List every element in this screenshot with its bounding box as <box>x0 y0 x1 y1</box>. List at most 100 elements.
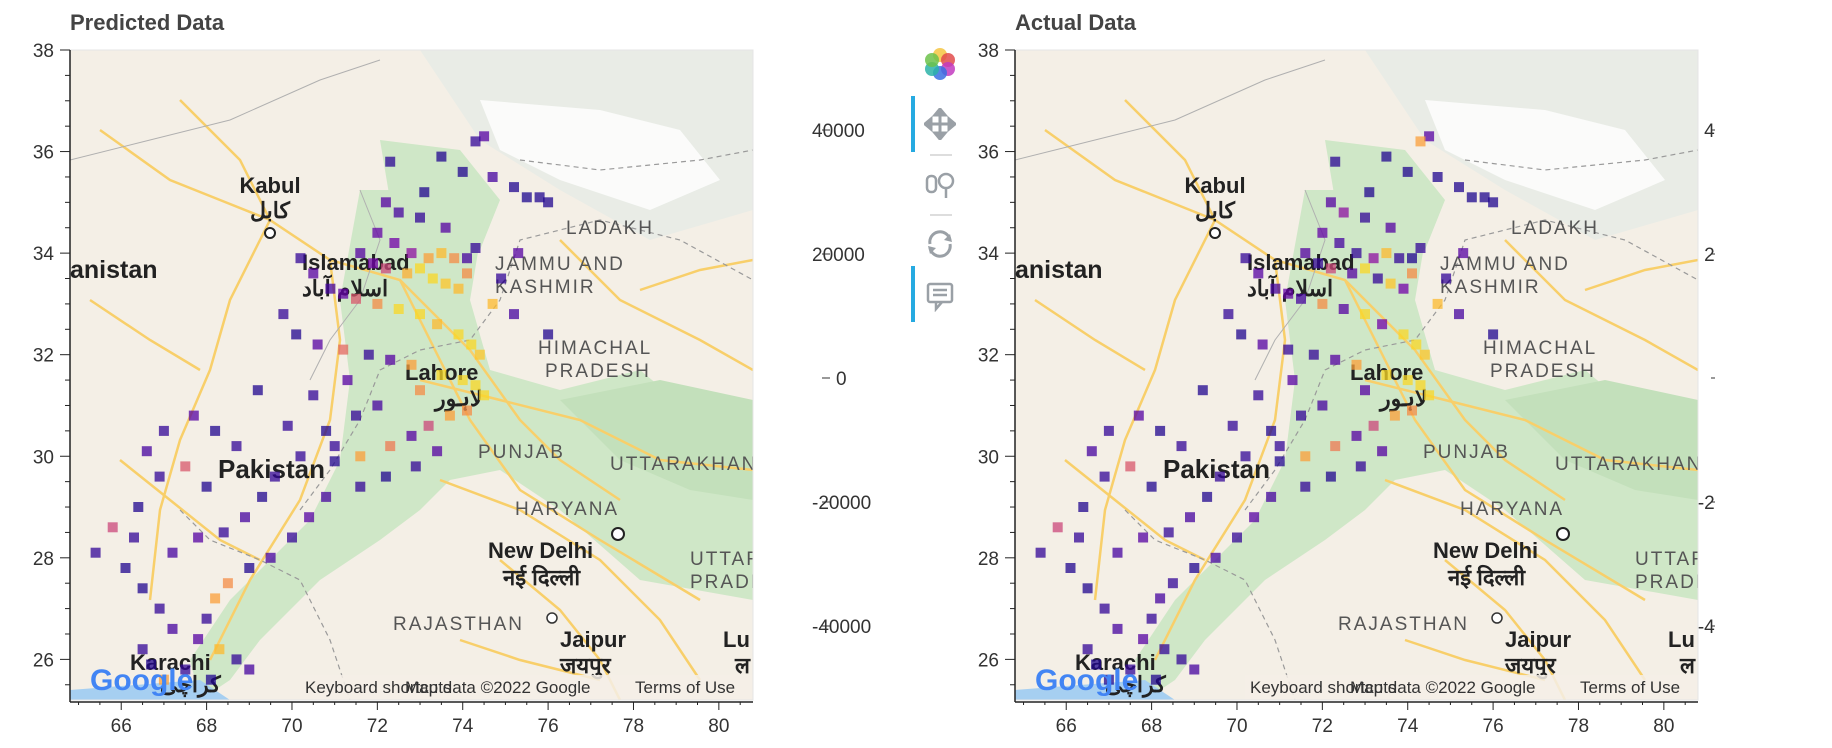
data-point-57[interactable] <box>321 425 332 436</box>
data-point-89[interactable] <box>1065 563 1076 573</box>
data-point-69[interactable] <box>1266 491 1277 502</box>
data-point-0[interactable] <box>1424 131 1435 142</box>
data-point-11[interactable] <box>1338 207 1349 218</box>
data-point-84[interactable] <box>1091 659 1102 670</box>
data-point-69[interactable] <box>321 491 332 502</box>
pan-icon[interactable] <box>920 104 960 144</box>
data-point-103[interactable] <box>1078 502 1089 512</box>
data-point-52[interactable] <box>470 380 481 391</box>
data-point-56[interactable] <box>351 410 361 421</box>
data-point-4[interactable] <box>457 166 468 177</box>
data-point-64[interactable] <box>462 405 472 416</box>
data-point-114[interactable] <box>1458 248 1469 259</box>
data-point-46[interactable] <box>1283 344 1294 355</box>
data-point-10[interactable] <box>1325 197 1336 208</box>
data-point-118[interactable] <box>1227 420 1238 431</box>
data-point-21[interactable] <box>470 243 481 253</box>
data-point-6[interactable] <box>509 182 519 193</box>
data-point-20[interactable] <box>1407 253 1417 264</box>
data-point-87[interactable] <box>154 603 165 614</box>
data-point-40[interactable] <box>453 329 464 340</box>
data-point-68[interactable] <box>355 481 366 492</box>
data-point-78[interactable] <box>214 644 225 655</box>
wheel-zoom-icon[interactable] <box>920 164 960 204</box>
data-point-79[interactable] <box>1176 654 1187 665</box>
data-point-20[interactable] <box>462 253 472 264</box>
attribution-shortcuts[interactable]: Keyboard shortcuts <box>1250 678 1396 697</box>
data-point-99[interactable] <box>1133 410 1144 421</box>
data-point-61[interactable] <box>1351 430 1362 441</box>
data-point-101[interactable] <box>1086 446 1097 457</box>
data-point-21[interactable] <box>1415 243 1426 253</box>
data-point-100[interactable] <box>1103 425 1114 436</box>
data-point-22[interactable] <box>355 248 366 259</box>
data-point-15[interactable] <box>1334 238 1345 248</box>
data-point-44[interactable] <box>1236 329 1247 340</box>
data-point-23[interactable] <box>1313 258 1324 269</box>
data-point-2[interactable] <box>436 151 447 162</box>
data-point-25[interactable] <box>402 268 413 279</box>
data-point-113[interactable] <box>496 273 507 284</box>
data-point-109[interactable] <box>1287 375 1298 386</box>
data-point-54[interactable] <box>415 385 425 396</box>
data-point-23[interactable] <box>368 258 379 269</box>
data-point-117[interactable] <box>1240 451 1251 462</box>
data-point-50[interactable] <box>436 370 447 380</box>
data-point-73[interactable] <box>1189 563 1200 573</box>
data-point-44[interactable] <box>291 329 302 340</box>
data-point-68[interactable] <box>1300 481 1311 492</box>
data-point-30[interactable] <box>1407 268 1417 279</box>
data-point-18[interactable] <box>1381 248 1392 259</box>
data-point-94[interactable] <box>240 512 250 523</box>
data-point-72[interactable] <box>1210 552 1221 563</box>
data-point-55[interactable] <box>1317 400 1328 411</box>
data-point-11[interactable] <box>393 207 404 218</box>
data-point-98[interactable] <box>1155 425 1166 436</box>
data-point-82[interactable] <box>180 664 191 675</box>
data-point-29[interactable] <box>453 283 464 294</box>
data-point-3[interactable] <box>385 156 396 167</box>
data-point-49[interactable] <box>1351 359 1362 370</box>
data-point-19[interactable] <box>449 253 460 264</box>
data-point-86[interactable] <box>1112 623 1123 634</box>
data-point-73[interactable] <box>244 563 255 573</box>
data-point-83[interactable] <box>158 674 169 685</box>
data-point-2[interactable] <box>1381 151 1392 162</box>
data-point-45[interactable] <box>1257 339 1268 350</box>
data-point-26[interactable] <box>415 263 425 274</box>
data-point-75[interactable] <box>210 593 221 604</box>
data-point-78[interactable] <box>1159 644 1170 655</box>
data-point-90[interactable] <box>1074 532 1084 543</box>
data-point-8[interactable] <box>534 192 545 203</box>
data-point-33[interactable] <box>1270 283 1281 294</box>
data-point-3[interactable] <box>1330 156 1341 167</box>
data-point-5[interactable] <box>487 172 498 182</box>
data-point-70[interactable] <box>304 512 315 523</box>
data-point-31[interactable] <box>1240 253 1251 264</box>
data-point-48[interactable] <box>385 354 396 365</box>
data-point-71[interactable] <box>1232 532 1242 543</box>
data-point-62[interactable] <box>423 420 434 431</box>
data-point-74[interactable] <box>222 578 233 589</box>
data-point-28[interactable] <box>1385 278 1396 289</box>
data-point-35[interactable] <box>351 293 361 304</box>
map-plot-predicted[interactable]: Kabul کابل anistan Islamabad اسلام آباد … <box>0 40 770 745</box>
data-point-64[interactable] <box>1407 405 1417 416</box>
data-point-100[interactable] <box>158 425 169 436</box>
data-point-43[interactable] <box>1223 309 1234 320</box>
data-point-50[interactable] <box>1381 370 1392 380</box>
data-point-58[interactable] <box>329 441 340 452</box>
attribution-terms[interactable]: Terms of Use <box>635 678 735 697</box>
data-point-94[interactable] <box>1185 512 1195 523</box>
data-point-77[interactable] <box>1138 634 1149 645</box>
data-point-30[interactable] <box>462 268 472 279</box>
data-point-12[interactable] <box>415 212 425 223</box>
data-point-7[interactable] <box>521 192 532 203</box>
data-point-60[interactable] <box>385 441 396 452</box>
data-point-90[interactable] <box>129 532 139 543</box>
data-point-35[interactable] <box>1296 293 1306 304</box>
data-point-19[interactable] <box>1394 253 1405 264</box>
data-point-46[interactable] <box>338 344 349 355</box>
data-point-80[interactable] <box>244 664 255 675</box>
data-point-13[interactable] <box>440 222 451 233</box>
